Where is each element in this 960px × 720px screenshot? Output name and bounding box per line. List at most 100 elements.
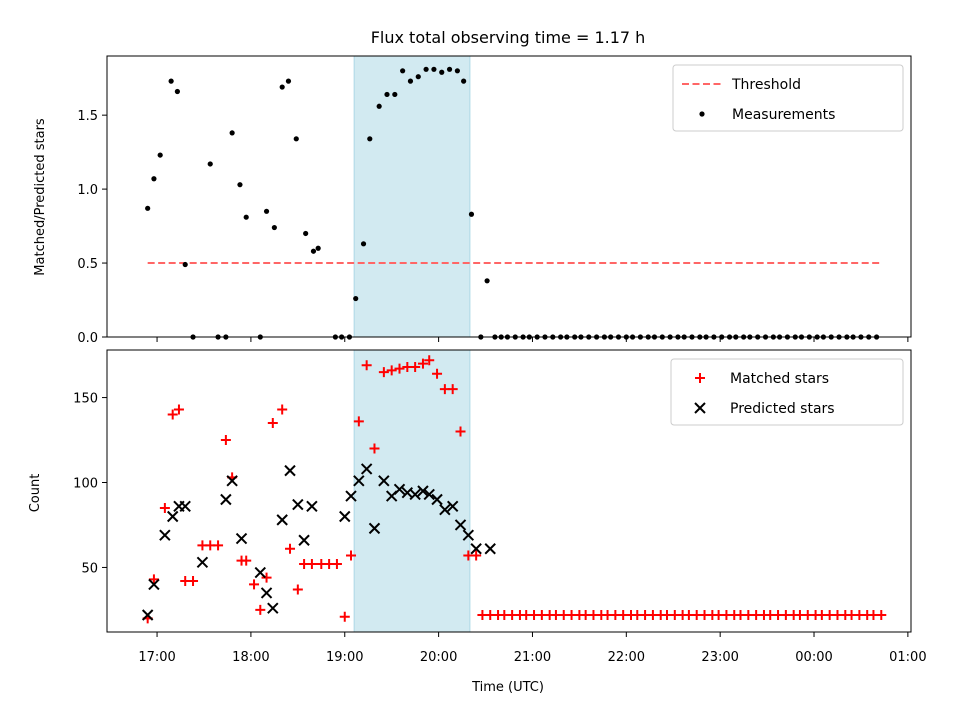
matched-star-point [159,502,170,513]
matched-star-point [876,610,887,621]
predicted-star-point [368,522,381,535]
predicted-star-point [254,566,266,579]
measurement-point [310,248,317,254]
top-axes-frame [106,55,912,338]
x-tick-label: 17:00 [138,650,175,665]
measurement-point [446,66,453,72]
predicted-star-point [196,556,209,569]
measurement-point [423,66,429,72]
top-y-tick-label: 0.0 [77,331,98,346]
predicted-star-point [417,485,429,497]
measurement-point [407,78,414,84]
measurement-point [360,241,367,247]
top-legend: Threshold Measurements [672,64,904,132]
predicted-star-point [431,493,443,506]
matched-star-point [394,363,405,374]
measurement-point [484,278,490,284]
measurement-point [431,66,437,72]
measurement-point [168,78,174,84]
measurement-point [392,91,398,98]
predicted-star-point [267,602,279,614]
matched-star-point [410,361,421,372]
measurement-point [279,84,285,90]
matched-star-point [369,443,380,454]
measurement-point [145,205,151,211]
measurement-point [271,224,277,231]
measurement-point [182,261,188,268]
predicted-star-point [306,500,318,512]
bottom-y-tick-label: 150 [73,392,98,407]
predicted-star-point [284,464,296,477]
measurement-point [151,176,157,182]
top-y-tick-label: 1.0 [77,183,98,198]
measurement-point [454,68,460,74]
predicted-star-point [339,510,351,523]
predicted-star-point [462,529,475,541]
measurement-point [376,103,382,109]
matched-star-point [417,358,428,369]
x-tick-label: 00:00 [795,650,832,665]
bottom-y-tick-label: 50 [81,561,98,576]
matched-star-point [424,355,435,366]
matched-star-point [292,584,303,595]
measurement-point [243,214,249,220]
measurement-point [415,74,421,80]
predicted-star-point [470,543,482,555]
matched-star-point [471,550,482,561]
predicted-star-point [260,587,273,599]
matched-star-point [432,368,443,379]
x-tick-label: 01:00 [889,650,926,665]
measurement-point [174,88,180,95]
matched-star-point [455,426,466,437]
measurement-point [353,295,359,302]
measurement-point [315,245,321,251]
legend-label: Measurements [732,107,835,123]
matched-star-point [361,360,372,371]
matched-star-point [220,435,231,446]
measurement-point [207,161,213,167]
predicted-star-point [423,488,435,501]
predicted-star-point [298,534,310,546]
measurement-point [367,136,373,142]
predicted-star-point [235,532,248,545]
matched-star-point [261,572,272,583]
predicted-star-point [220,493,232,506]
predicted-star-point [484,543,496,555]
predicted-star-point [276,514,288,526]
predicted-star-point [439,503,451,516]
x-tick-label: 22:00 [608,650,645,665]
x-tick-label: 19:00 [326,650,363,665]
x-tick-label: 23:00 [701,650,738,665]
predicted-star-point [360,463,373,475]
predicted-star-point [159,529,171,541]
predicted-star-point [141,609,154,621]
measurement-point [263,208,270,214]
bottom-y-tick-label: 100 [73,477,98,492]
legend-matched-swatch [695,373,705,383]
matched-star-point [267,418,278,429]
matched-star-point [167,409,178,420]
x-tick-label: 18:00 [232,650,269,665]
matched-star-point [447,384,458,395]
bottom-axes-frame [106,349,912,633]
measurement-point [229,130,235,136]
bottom-series-group [141,355,887,624]
measurement-point [303,230,309,237]
predicted-star-point [446,500,459,512]
x-tick-label: 20:00 [420,650,457,665]
matched-star-point [339,611,350,622]
measurement-point [439,69,445,75]
measurement-point [384,91,390,98]
matched-star-point [346,550,357,561]
predicted-star-point [454,519,467,531]
matched-star-point [241,555,252,566]
legend-label: Threshold [731,77,801,93]
measurement-point [461,78,467,84]
legend-predicted-swatch [694,402,706,414]
matched-star-point [378,367,389,378]
matched-star-point [331,559,342,570]
legend-measurement-swatch [699,111,705,117]
predicted-star-point [409,488,421,501]
predicted-star-point [166,510,179,523]
matched-star-point [386,365,397,376]
